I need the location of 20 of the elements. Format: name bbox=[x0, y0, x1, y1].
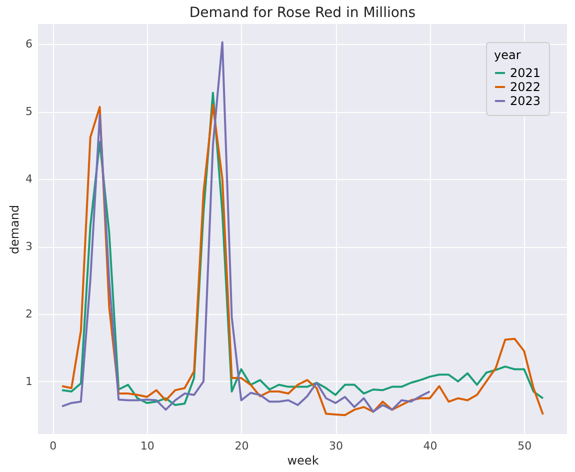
x-tick-label: 50 bbox=[518, 440, 532, 452]
legend-label: 2023 bbox=[510, 94, 541, 108]
y-tick-label: 5 bbox=[26, 105, 32, 118]
legend-title: year bbox=[494, 48, 521, 62]
y-tick-label: 2 bbox=[26, 307, 32, 320]
y-tick-label: 4 bbox=[26, 172, 32, 186]
chart-title: Demand for Rose Red in Millions bbox=[189, 5, 416, 21]
legend-label: 2022 bbox=[510, 80, 541, 94]
line-series bbox=[61, 41, 431, 413]
x-tick-label: 30 bbox=[329, 440, 344, 452]
y-tick-label: 3 bbox=[26, 240, 32, 254]
x-tick-label: 10 bbox=[140, 440, 154, 452]
x-tick-label: 0 bbox=[50, 440, 57, 452]
y-tick-label: 6 bbox=[26, 38, 32, 51]
legend-label: 2021 bbox=[510, 66, 541, 80]
y-tick-label: 1 bbox=[26, 374, 32, 388]
x-tick-label: 20 bbox=[234, 440, 249, 452]
x-tick-label: 40 bbox=[423, 440, 438, 452]
x-axis-title: week bbox=[287, 454, 319, 468]
y-axis-title: demand bbox=[8, 204, 22, 254]
